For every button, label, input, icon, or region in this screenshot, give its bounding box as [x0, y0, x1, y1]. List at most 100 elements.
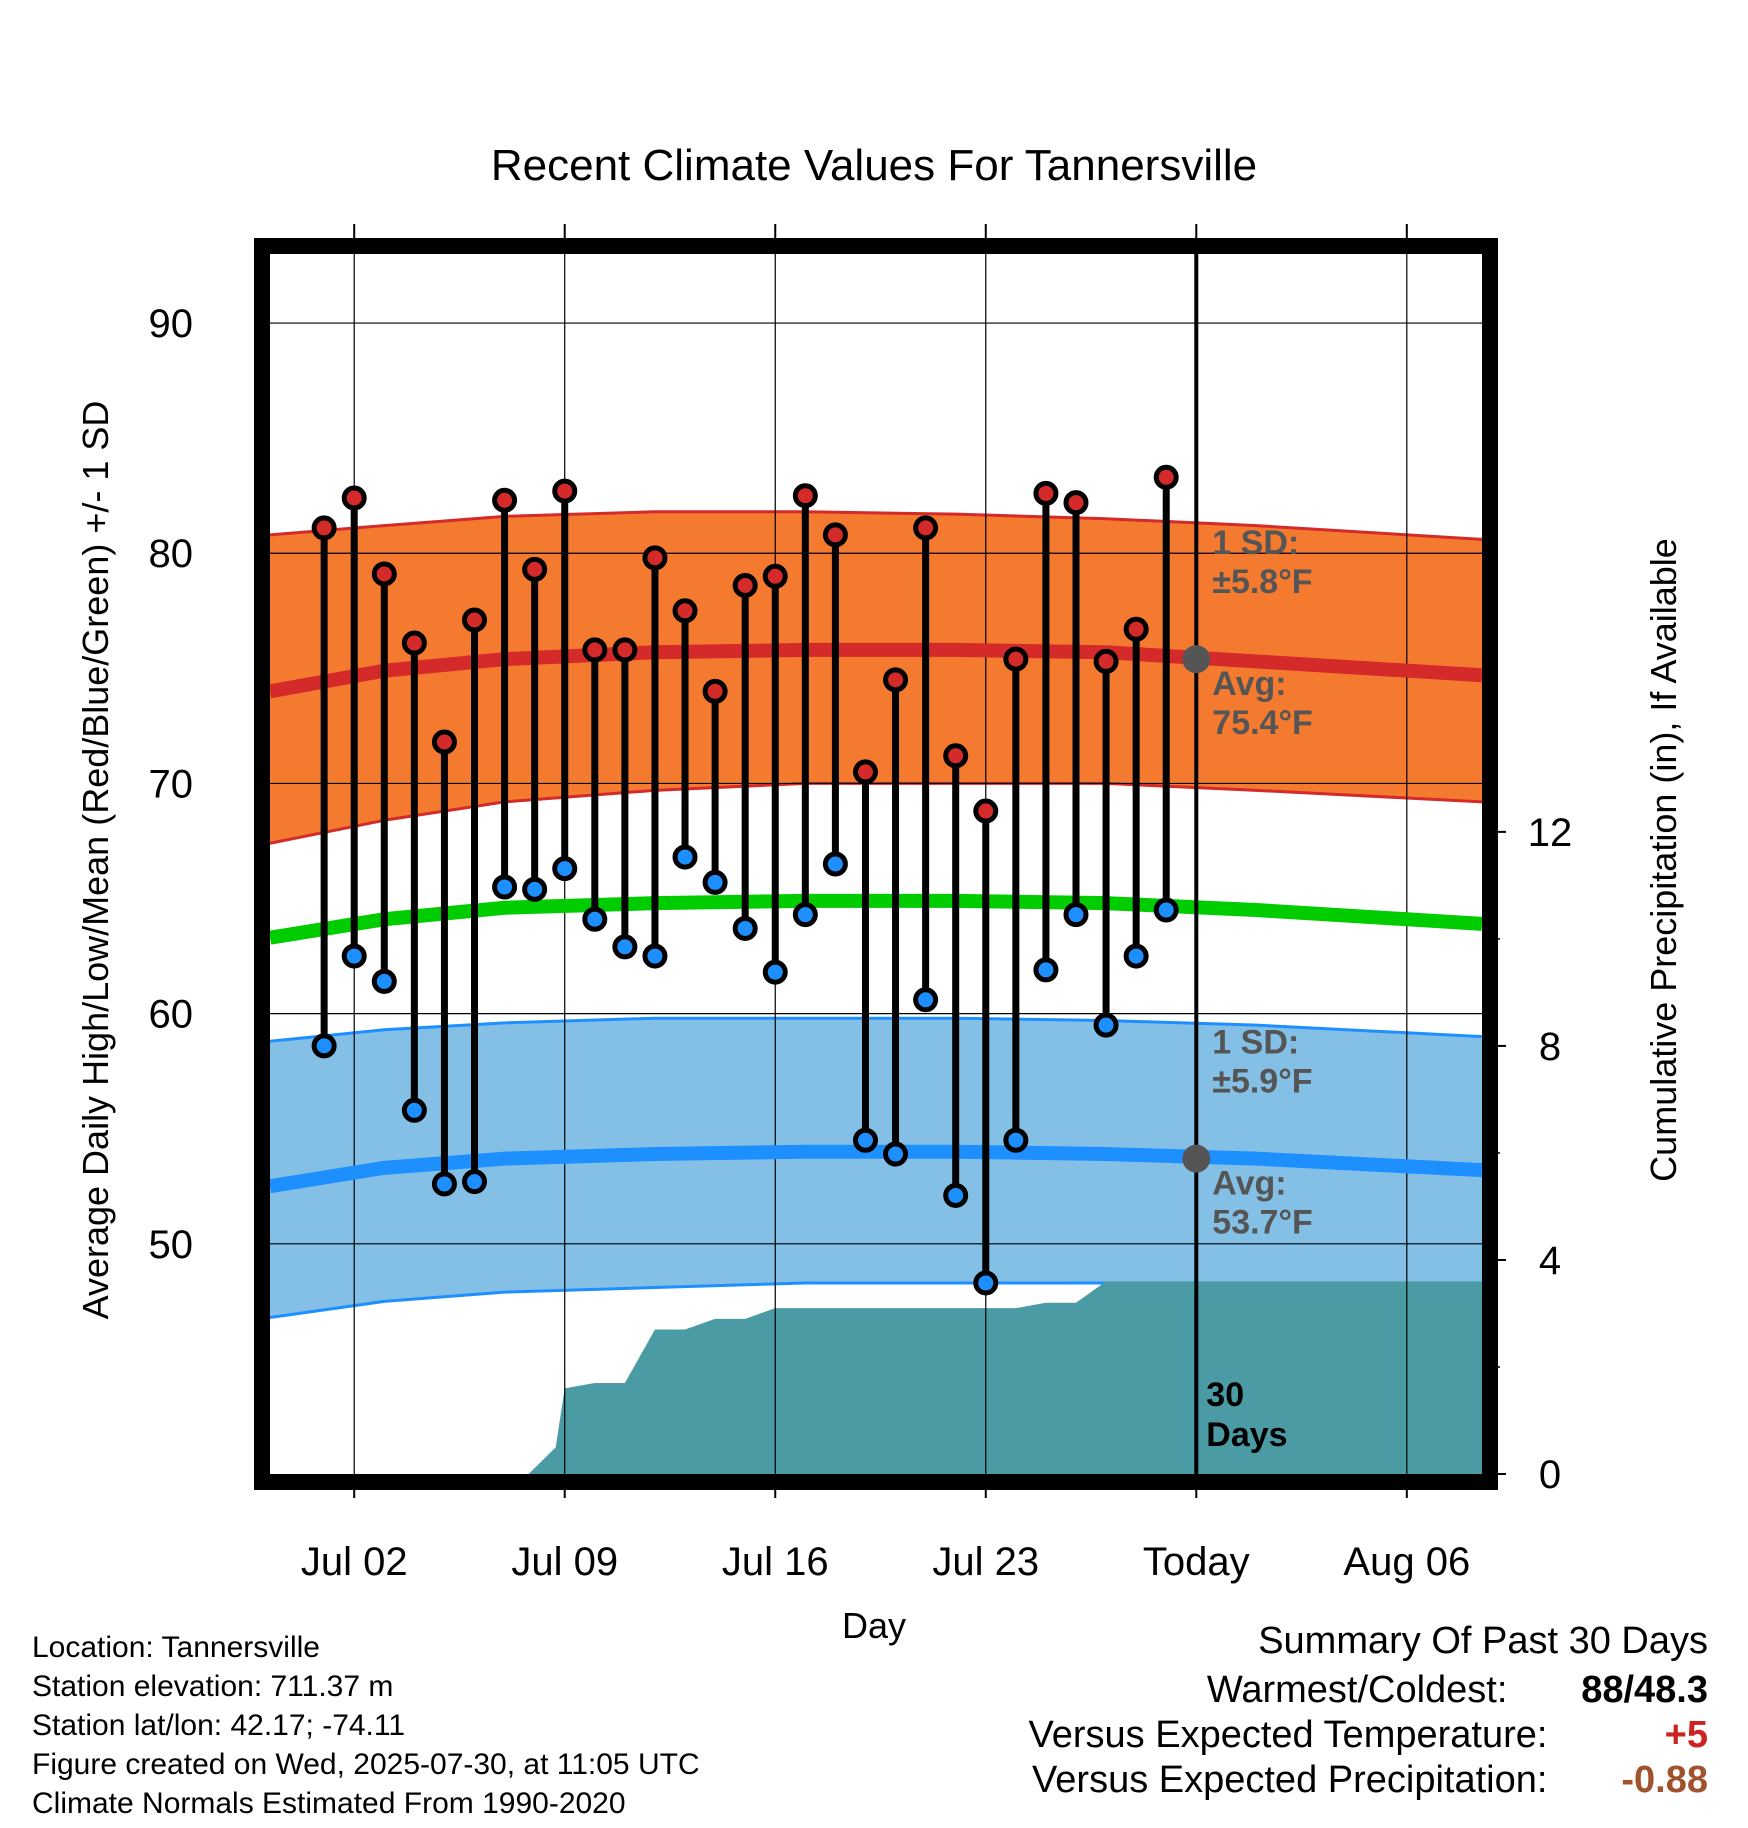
daily-low-point	[401, 1097, 427, 1123]
precip-value: -0.88	[1621, 1759, 1708, 1801]
high-avg-value: 75.4°F	[1212, 704, 1313, 742]
temp-label: Versus Expected Temperature:	[1028, 1714, 1548, 1756]
daily-low-point	[311, 1033, 337, 1059]
precip-label: Versus Expected Precipitation:	[1032, 1759, 1548, 1801]
low-sd-value: ±5.9°F	[1212, 1063, 1312, 1101]
daily-low-point	[492, 874, 518, 900]
daily-low-point	[552, 856, 578, 882]
y-tick-label: 60	[149, 993, 194, 1037]
daily-low-point	[371, 968, 397, 994]
daily-low-point	[1063, 902, 1089, 928]
chart-title: Recent Climate Values For Tannersville	[491, 141, 1257, 190]
y-tick-label: 70	[149, 762, 194, 806]
daily-high-point	[672, 598, 698, 624]
y2-tick-label: 8	[1539, 1025, 1561, 1069]
daily-high-point	[1063, 490, 1089, 516]
daily-low-point	[1003, 1127, 1029, 1153]
daily-low-point	[462, 1169, 488, 1195]
precip-row: Versus Expected Precipitation: -0.88	[1029, 1759, 1708, 1802]
daily-high-point	[431, 729, 457, 755]
daily-high-point	[762, 563, 788, 589]
daily-low-point	[762, 959, 788, 985]
daily-high-point	[552, 478, 578, 504]
daily-low-point	[582, 906, 608, 932]
summary-panel: Summary Of Past 30 Days Warmest/Coldest:…	[1029, 1620, 1708, 1802]
x-tick-label: Jul 23	[932, 1540, 1039, 1584]
temp-row: Versus Expected Temperature: +5	[1029, 1714, 1708, 1757]
daily-high-point	[822, 522, 848, 548]
x-tick-label: Jul 09	[511, 1540, 618, 1584]
daily-high-point	[852, 759, 878, 785]
low-sd-band	[270, 1018, 1482, 1318]
daily-low-point	[702, 869, 728, 895]
daily-high-point	[973, 798, 999, 824]
daily-high-point	[522, 556, 548, 582]
x-axis-label: Day	[842, 1605, 906, 1646]
x-tick-label: Jul 02	[301, 1540, 408, 1584]
high-sd-label: 1 SD:	[1212, 524, 1299, 562]
daily-high-point	[492, 487, 518, 513]
x-tick-label: Jul 16	[722, 1540, 829, 1584]
high-sd-value: ±5.8°F	[1212, 563, 1312, 601]
daily-high-point	[913, 515, 939, 541]
low-avg-label: Avg:	[1212, 1165, 1286, 1203]
today-low-avg-marker	[1182, 1144, 1211, 1173]
station-info: Location: Tannersville Station elevation…	[32, 1628, 700, 1823]
daily-high-point	[311, 515, 337, 541]
daily-high-point	[1033, 480, 1059, 506]
daily-high-point	[371, 561, 397, 587]
daily-low-point	[612, 934, 638, 960]
daily-high-point	[612, 637, 638, 663]
daily-low-point	[852, 1127, 878, 1153]
high-sd-band	[270, 511, 1482, 844]
daily-high-point	[1003, 646, 1029, 672]
summary-heading: Summary Of Past 30 Days	[1258, 1620, 1708, 1662]
warmest-row: Warmest/Coldest: 88/48.3	[1029, 1669, 1708, 1712]
daily-low-point	[642, 943, 668, 969]
daily-low-point	[943, 1182, 969, 1208]
daily-high-point	[582, 637, 608, 663]
y-axis-label: Average Daily High/Low/Mean (Red/Blue/Gr…	[75, 401, 116, 1320]
daily-low-point	[341, 943, 367, 969]
daily-high-point	[943, 743, 969, 769]
daily-low-point	[431, 1171, 457, 1197]
daily-high-point	[732, 572, 758, 598]
low-avg-value: 53.7°F	[1212, 1204, 1313, 1242]
daily-high-point	[1153, 464, 1179, 490]
warmest-label: Warmest/Coldest:	[1206, 1669, 1508, 1711]
daily-low-point	[522, 876, 548, 902]
y2-axis-label: Cumulative Precipitation (in), If Availa…	[1643, 538, 1684, 1182]
daily-high-point	[792, 483, 818, 509]
daily-high-point	[1093, 648, 1119, 674]
daily-low-point	[1153, 897, 1179, 923]
plot-frame	[254, 238, 1498, 1490]
latlon-text: Station lat/lon: 42.17; -74.11	[32, 1709, 406, 1742]
daily-low-point	[672, 844, 698, 870]
daily-high-point	[702, 678, 728, 704]
elevation-text: Station elevation: 711.37 m	[32, 1670, 394, 1703]
y-tick-label: 90	[149, 302, 194, 346]
normals-period-text: Climate Normals Estimated From 1990-2020	[32, 1787, 626, 1820]
location-text: Location: Tannersville	[32, 1631, 320, 1664]
daily-low-point	[973, 1270, 999, 1296]
y2-tick-label: 12	[1528, 811, 1573, 855]
today-high-avg-marker	[1182, 645, 1211, 674]
daily-high-point	[1123, 616, 1149, 642]
today-days-number: 30	[1206, 1376, 1244, 1414]
daily-low-point	[732, 915, 758, 941]
mean-avg-line	[270, 893, 1482, 945]
y2-tick-label: 0	[1539, 1453, 1561, 1497]
precip-area	[528, 1281, 1482, 1474]
created-text: Figure created on Wed, 2025-07-30, at 11…	[32, 1748, 700, 1781]
daily-low-point	[792, 902, 818, 928]
temp-value: +5	[1664, 1714, 1708, 1756]
daily-low-point	[913, 987, 939, 1013]
daily-high-point	[401, 630, 427, 656]
warmest-value: 88/48.3	[1581, 1669, 1708, 1711]
daily-high-point	[883, 667, 909, 693]
today-days-word: Days	[1206, 1416, 1287, 1454]
daily-low-point	[1033, 957, 1059, 983]
y-tick-label: 50	[149, 1223, 194, 1267]
daily-low-point	[1093, 1012, 1119, 1038]
